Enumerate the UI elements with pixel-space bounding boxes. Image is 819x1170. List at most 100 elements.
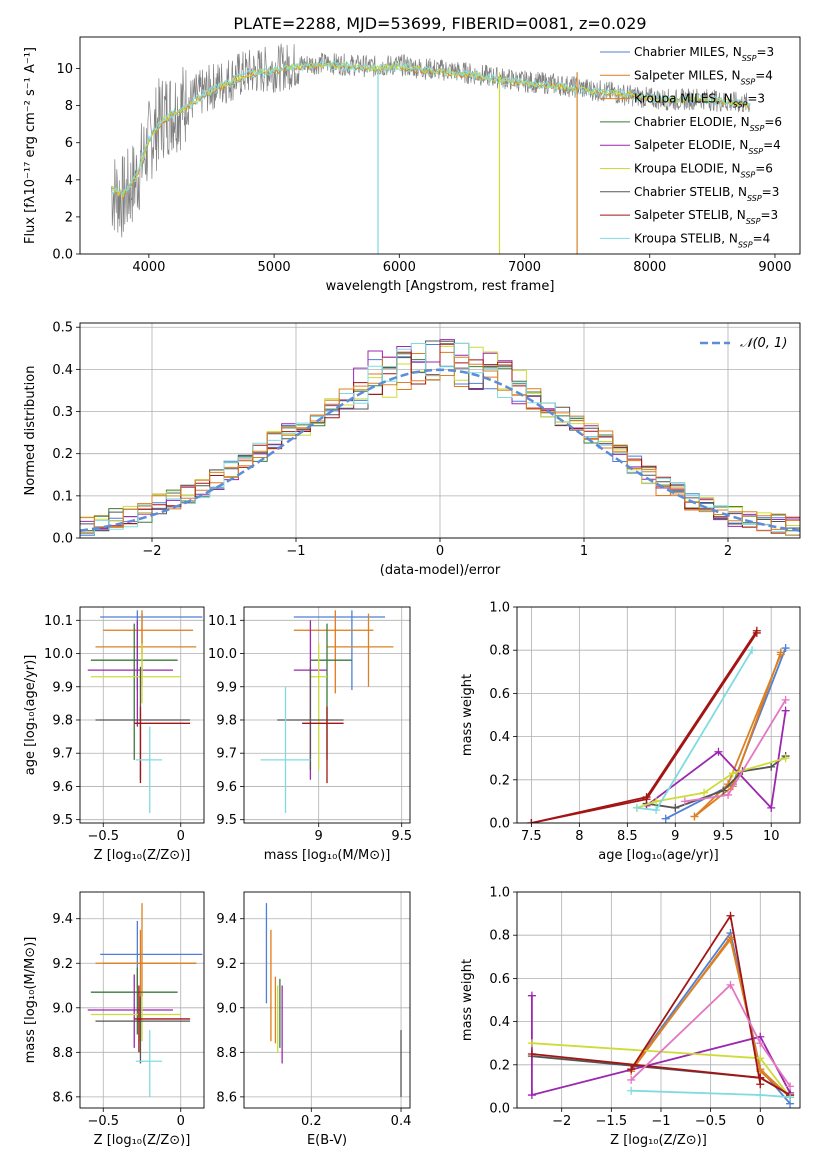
y-tick-label: 4 (65, 173, 73, 188)
mass-weight-marker (661, 814, 670, 823)
y-tick-label: 8.6 (52, 1090, 73, 1105)
plot-area (244, 892, 410, 1108)
legend-label: Chabrier STELIB, NSSP=3 (634, 185, 779, 203)
plot-content (260, 610, 394, 814)
mass-weight-marker (726, 911, 735, 920)
x-tick-label: 7000 (508, 260, 541, 275)
y-tick-label: 0.8 (489, 644, 510, 659)
x-axis-label: Z [log₁₀(Z/Z⊙)] (94, 1133, 191, 1148)
mass-weight-marker (767, 762, 776, 771)
legend-label: Salpeter STELIB, NSSP=3 (634, 208, 778, 226)
y-axis-label: mass weight (460, 959, 475, 1041)
plot-content (527, 911, 795, 1108)
y-tick-label: 6 (65, 136, 73, 151)
x-tick-label: −0.5 (87, 1114, 119, 1129)
x-tick-label: 8.5 (617, 829, 638, 844)
mass-weight-marker (527, 1091, 536, 1100)
y-tick-label: 0.4 (52, 363, 73, 378)
mass-weight-marker (627, 1086, 636, 1095)
plot-content (265, 903, 402, 1097)
axes-frame (516, 891, 801, 1109)
x-tick-label: 0.2 (301, 1114, 322, 1129)
x-axis-label: mass [log₁₀(M/M⊙)] (264, 848, 391, 863)
mass-weight-marker (781, 754, 790, 763)
y-tick-label: 0.6 (489, 687, 510, 702)
mass-weight-line (630, 983, 791, 1087)
y-tick-label: 0.2 (489, 1058, 510, 1073)
y-tick-label: 9.2 (216, 957, 237, 972)
legend-label: Salpeter ELODIE, NSSP=4 (634, 138, 781, 156)
mass-weight-marker (726, 935, 735, 944)
axes-frame (79, 606, 205, 824)
mass-weight-line (645, 710, 787, 810)
y-tick-label: 9.6 (52, 780, 73, 795)
x-tick-label: 0 (436, 544, 444, 559)
mass-weight-vs-metallicity-panel: −2 −1.5 −1 −0.5 0 0.0 0.2 0.4 0.6 0.8 1.0 Z [log₁₀(… (460, 886, 801, 1148)
spectrum-panel: 4000 5000 6000 7000 8000 9000 0.0 2 4 6 8 10 wavelen… (23, 36, 801, 294)
x-tick-label: 1 (580, 544, 588, 559)
mass-weight-marker (781, 695, 790, 704)
y-tick-label: 8.8 (52, 1046, 73, 1061)
y-tick-label: 9.4 (216, 912, 237, 927)
x-axis-label: Z [log₁₀(Z/Z⊙)] (94, 848, 191, 863)
x-tick-label: −1 (651, 1114, 670, 1129)
x-axis-label: wavelength [Angstrom, rest frame] (326, 279, 555, 294)
residual-histogram-panel: −2 −1 0 1 2 0.0 0.1 0.2 0.3 0.4 0.5 (data-model)/er… (23, 321, 801, 578)
x-tick-label: −0.5 (695, 1114, 727, 1129)
plot-content (80, 339, 800, 536)
y-tick-label: 0.0 (489, 817, 510, 832)
mass-weight-marker (781, 644, 790, 653)
y-tick-label: 9.2 (52, 957, 73, 972)
x-tick-label: 4000 (132, 260, 165, 275)
x-tick-label: −2 (552, 1114, 571, 1129)
mass-weight-marker (714, 747, 723, 756)
y-axis-label: Flux [fλ10⁻¹⁷ erg cm⁻² s⁻¹ A⁻¹] (23, 47, 38, 244)
x-tick-label: 0.4 (391, 1114, 412, 1129)
x-tick-label: 9 (671, 829, 679, 844)
mass-weight-marker (728, 769, 737, 778)
x-axis-label: Z [log₁₀(Z/Z⊙)] (610, 1133, 707, 1148)
plot-content (527, 626, 790, 823)
y-tick-label: 10 (56, 62, 73, 77)
mass-weight-marker (527, 819, 536, 823)
y-tick-label: 0.4 (489, 730, 510, 745)
x-tick-label: 0 (177, 1114, 185, 1129)
y-tick-label: 9.7 (52, 747, 73, 762)
x-axis-label: E(B-V) (307, 1133, 347, 1148)
y-tick-label: 0.8 (489, 929, 510, 944)
mass-weight-marker (671, 803, 680, 812)
x-tick-label: 9000 (758, 260, 791, 275)
axes-frame (79, 322, 801, 539)
x-tick-label: −1 (286, 544, 305, 559)
y-tick-label: 0.2 (489, 773, 510, 788)
plot-area (517, 892, 800, 1108)
mass-weight-vs-age-panel: 7.5 8 8.5 9 9.5 10 0.0 0.2 0.4 0.6 0.8 1.0 age [log₁… (460, 601, 801, 863)
age-vs-metallicity-panel: −0.5 0 9.5 9.6 9.7 9.8 9.9 10.0 10.1 Z [log₁₀(Z/Z… (23, 606, 205, 863)
y-tick-label: 0.1 (52, 489, 73, 504)
axes-frame (243, 891, 411, 1109)
mass-vs-metallicity-panel: −0.5 0 8.6 8.8 9.0 9.2 9.4 Z [log₁₀(Z/Z⊙)] mass … (23, 891, 205, 1148)
y-tick-label: 10.0 (208, 647, 237, 662)
mass-weight-marker (726, 980, 735, 989)
mass-weight-marker (700, 788, 709, 797)
y-axis-label: Normed distribution (23, 366, 38, 496)
mass-weight-marker (527, 1039, 536, 1048)
y-tick-label: 0.6 (489, 972, 510, 987)
mass-weight-marker (756, 1091, 765, 1100)
y-tick-label: 1.0 (489, 601, 510, 616)
mass-weight-marker (756, 1039, 765, 1048)
y-tick-label: 9.4 (52, 912, 73, 927)
mass-weight-marker (724, 790, 733, 799)
mass-weight-marker (690, 812, 699, 821)
mass-weight-marker (527, 1050, 536, 1058)
x-axis-label: (data-model)/error (380, 563, 501, 578)
y-tick-label: 9.5 (216, 813, 237, 828)
x-axis-label: age [log₁₀(age/yr)] (598, 848, 719, 863)
y-tick-label: 9.6 (216, 780, 237, 795)
y-tick-label: 8 (65, 99, 73, 114)
legend-label: Kroupa ELODIE, NSSP=6 (634, 162, 773, 180)
legend-label: Chabrier MILES, NSSP=3 (634, 45, 774, 63)
mass-weight-marker (719, 786, 728, 795)
model-spectrum (111, 59, 751, 197)
